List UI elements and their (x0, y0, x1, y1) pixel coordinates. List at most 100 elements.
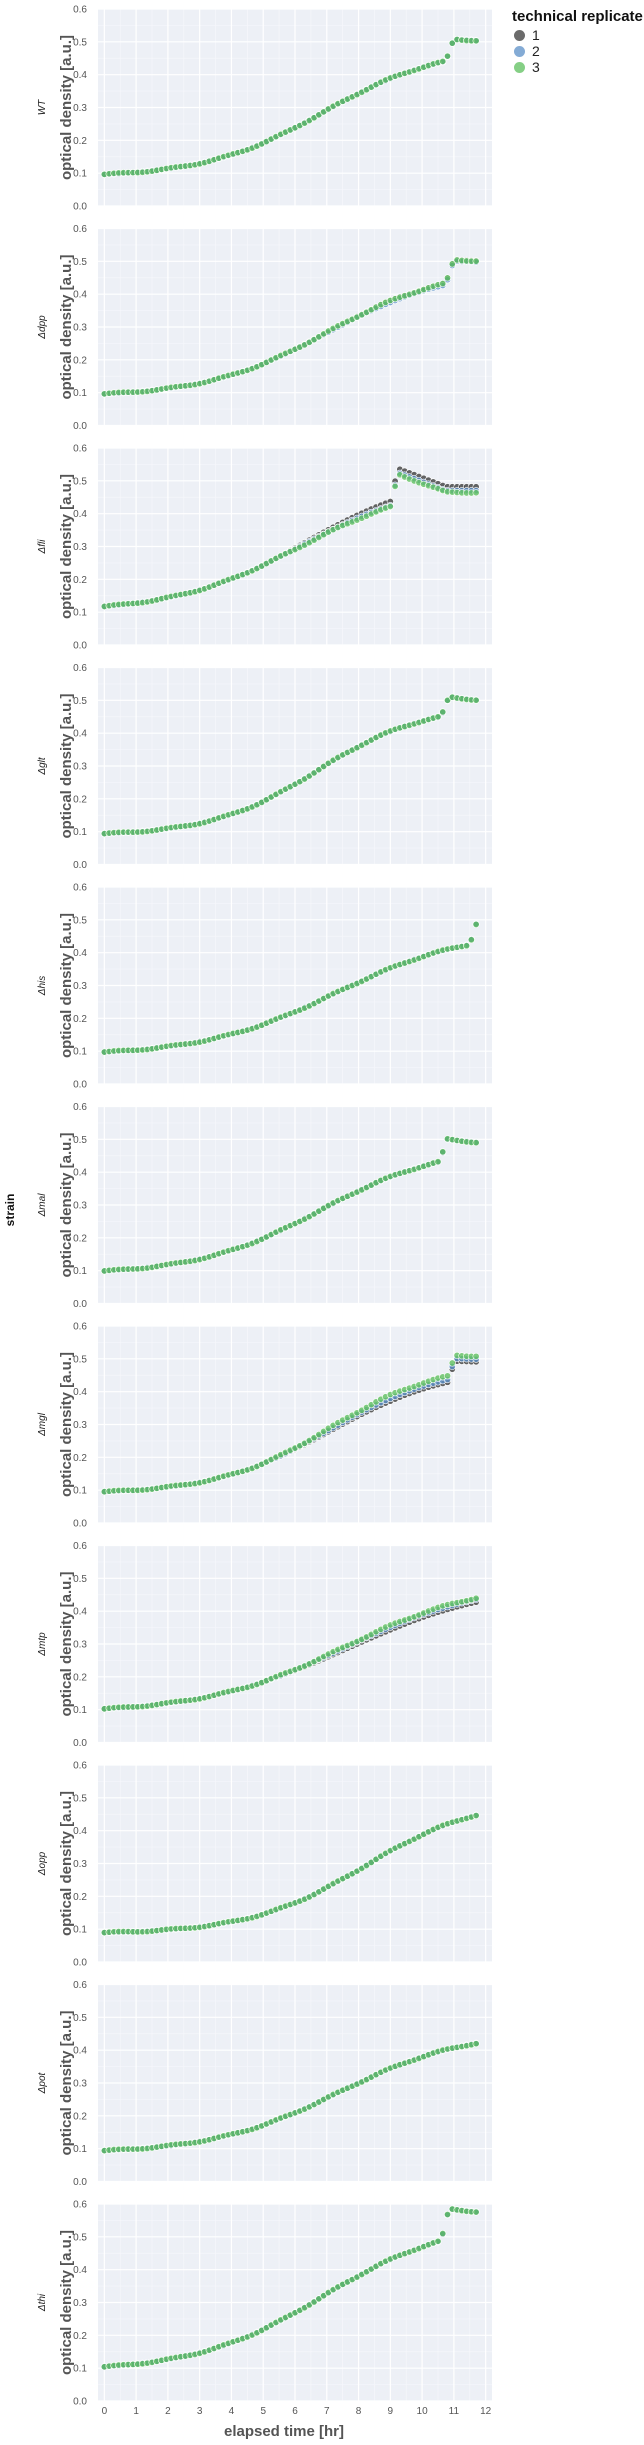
strain-label: Δhis (37, 976, 48, 997)
panel-10: 0.0 0.1 0.2 0.3 0.4 0.5 0.6 optical density [a.… (37, 1980, 492, 2188)
data-point-replicate-3 (434, 2237, 442, 2245)
y-tick-label: 0.0 (73, 641, 87, 652)
data-point-replicate-3 (472, 696, 480, 704)
data-point-replicate-3 (439, 708, 447, 716)
y-tick-label: 0.1 (73, 1486, 87, 1497)
legend-label-3: 3 (532, 59, 540, 75)
strain-label: Δfli (37, 539, 48, 555)
y-axis-label: optical density [a.u.] (58, 1571, 75, 1716)
y-axis-label: optical density [a.u.] (58, 913, 75, 1058)
y-tick-label: 0.1 (73, 1047, 87, 1058)
y-tick-label: 0.3 (73, 981, 87, 992)
panel-3: 0.0 0.1 0.2 0.3 0.4 0.5 0.6 optical density [a.… (37, 444, 492, 652)
strain-label: Δthi (37, 2293, 48, 2312)
x-tick-label: 5 (260, 2406, 266, 2417)
x-tick-label: 8 (356, 2406, 362, 2417)
y-tick-label: 0.4 (73, 509, 87, 520)
y-tick-label: 0.3 (73, 762, 87, 773)
y-tick-label: 0.3 (73, 103, 87, 114)
y-tick-label: 0.5 (73, 476, 87, 487)
y-tick-label: 0.1 (73, 1705, 87, 1716)
y-axis-label: optical density [a.u.] (58, 1132, 75, 1277)
y-tick-label: 0.1 (73, 1266, 87, 1277)
y-axis-label: optical density [a.u.] (58, 35, 75, 180)
strain-label: Δdpp (37, 315, 48, 340)
panel-7: 0.0 0.1 0.2 0.3 0.4 0.5 0.6 optical density [a.… (37, 1322, 492, 1530)
y-tick-label: 0.3 (73, 1859, 87, 1870)
y-tick-label: 0.5 (73, 37, 87, 48)
y-axis-label: optical density [a.u.] (58, 2230, 75, 2375)
y-tick-label: 0.6 (73, 5, 87, 16)
y-tick-label: 0.0 (73, 1958, 87, 1969)
x-axis-label: elapsed time [hr] (224, 2423, 344, 2440)
y-tick-label: 0.6 (73, 1322, 87, 1333)
y-tick-label: 0.2 (73, 794, 87, 805)
y-tick-label: 0.5 (73, 1135, 87, 1146)
data-point-replicate-3 (391, 482, 399, 490)
data-point-replicate-3 (310, 769, 318, 777)
y-tick-label: 0.6 (73, 883, 87, 894)
x-tick-label: 4 (229, 2406, 235, 2417)
data-point-replicate-3 (448, 39, 456, 47)
y-tick-label: 0.3 (73, 2079, 87, 2090)
strain-label: Δmal (37, 1193, 48, 1218)
y-tick-label: 0.6 (73, 2200, 87, 2211)
panel-6: 0.0 0.1 0.2 0.3 0.4 0.5 0.6 optical density [a.… (37, 1102, 492, 1310)
y-tick-label: 0.2 (73, 355, 87, 366)
x-tick-label: 9 (388, 2406, 394, 2417)
panel-11: 0.0 0.1 0.2 0.3 0.4 0.5 0.6 optical density [a.… (37, 2200, 492, 2408)
y-tick-label: 0.3 (73, 1640, 87, 1651)
data-point-replicate-3 (439, 2230, 447, 2238)
y-tick-label: 0.1 (73, 1925, 87, 1936)
data-point-replicate-3 (472, 2208, 480, 2216)
data-point-replicate-3 (439, 1148, 447, 1156)
data-point-replicate-3 (439, 57, 447, 65)
legend-item-1: 1 (512, 27, 643, 43)
data-point-replicate-3 (472, 489, 480, 497)
y-tick-label: 0.4 (73, 1168, 87, 1179)
data-point-replicate-3 (367, 1858, 375, 1866)
data-point-replicate-3 (439, 280, 447, 288)
y-tick-label: 0.4 (73, 70, 87, 81)
data-point-replicate-3 (467, 936, 475, 944)
y-tick-label: 0.4 (73, 2046, 87, 2057)
x-tick-label: 2 (165, 2406, 171, 2417)
y-tick-label: 0.4 (73, 948, 87, 959)
y-tick-label: 0.5 (73, 915, 87, 926)
x-tick-label: 6 (292, 2406, 298, 2417)
y-tick-label: 0.2 (73, 1014, 87, 1025)
y-tick-label: 0.4 (73, 1607, 87, 1618)
y-tick-label: 0.6 (73, 1761, 87, 1772)
x-tick-label: 11 (449, 2406, 460, 2417)
y-tick-label: 0.2 (73, 1672, 87, 1683)
legend-swatch-1 (514, 29, 525, 41)
y-tick-label: 0.2 (73, 1233, 87, 1244)
data-point-replicate-3 (444, 2210, 452, 2218)
y-tick-label: 0.2 (73, 575, 87, 586)
data-point-replicate-3 (448, 1359, 456, 1367)
y-tick-label: 0.0 (73, 1738, 87, 1749)
y-tick-label: 0.1 (73, 608, 87, 619)
x-tick-label: 3 (197, 2406, 203, 2417)
x-tick-label: 0 (102, 2406, 108, 2417)
y-tick-label: 0.0 (73, 1519, 87, 1530)
y-tick-label: 0.0 (73, 860, 87, 871)
y-tick-label: 0.0 (73, 1299, 87, 1310)
strain-label: Δopp (37, 1851, 48, 1876)
strain-label: Δmtp (37, 1632, 48, 1657)
y-tick-label: 0.6 (73, 1541, 87, 1552)
data-point-replicate-3 (310, 2298, 318, 2306)
y-tick-label: 0.4 (73, 290, 87, 301)
y-tick-label: 0.4 (73, 2265, 87, 2276)
x-tick-label: 12 (480, 2406, 492, 2417)
y-tick-label: 0.1 (73, 827, 87, 838)
y-tick-label: 0.5 (73, 1574, 87, 1585)
y-tick-label: 0.1 (73, 2144, 87, 2155)
y-tick-label: 0.6 (73, 1980, 87, 1991)
legend-label-1: 1 (532, 27, 540, 43)
y-tick-label: 0.5 (73, 257, 87, 268)
y-tick-label: 0.6 (73, 1102, 87, 1113)
facet-label: strain (3, 1194, 17, 1227)
y-tick-label: 0.2 (73, 1892, 87, 1903)
